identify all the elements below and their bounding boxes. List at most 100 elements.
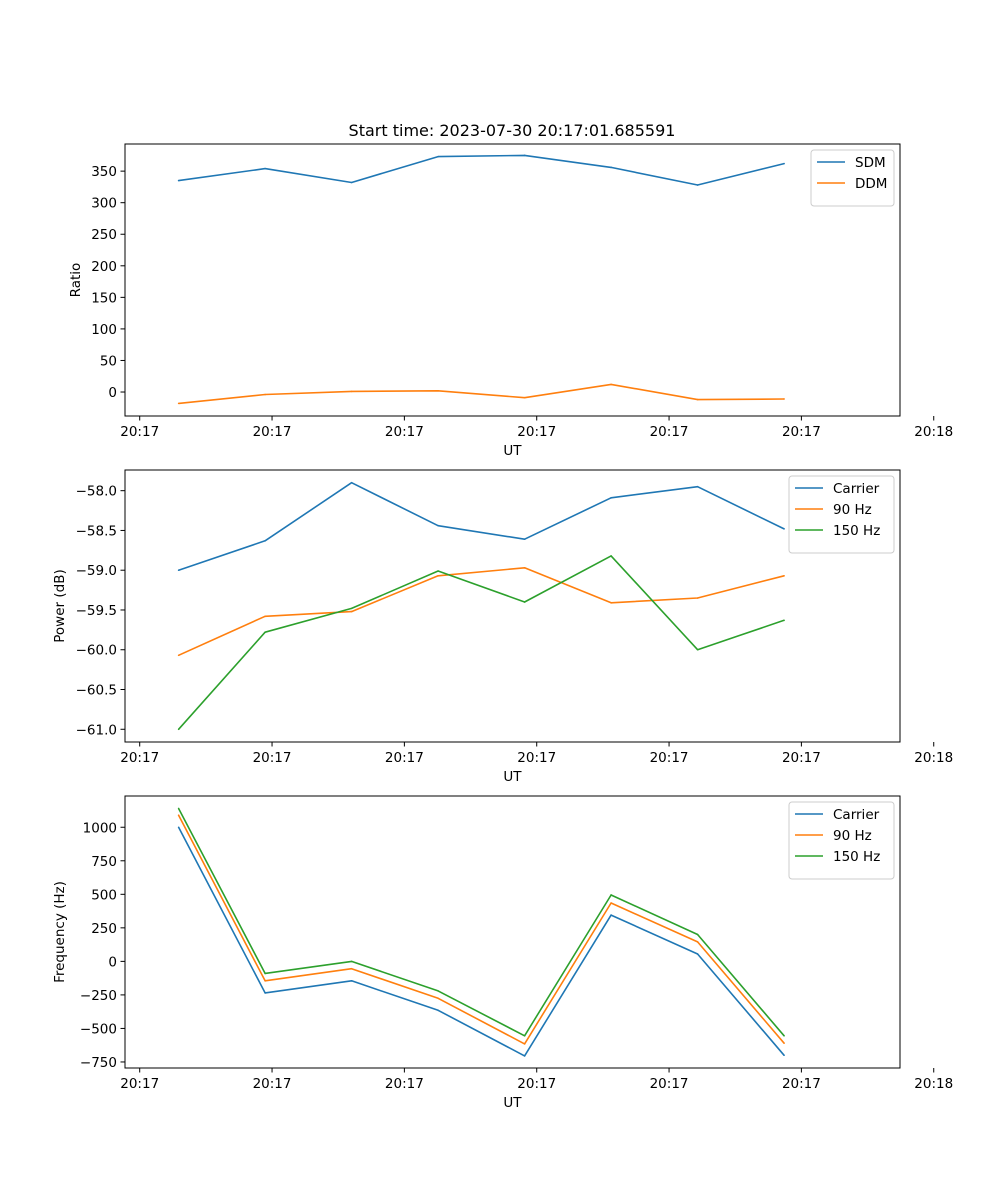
y-tick-label: 150 xyxy=(91,290,117,306)
data-point-ddm xyxy=(350,390,353,393)
data-point-carrier xyxy=(783,528,785,530)
y-tick-label: 100 xyxy=(91,322,117,338)
x-tick-label: 20:17 xyxy=(385,750,424,766)
data-point-ddm xyxy=(610,383,612,386)
legend-label: Carrier xyxy=(833,481,880,497)
data-point-150-hz xyxy=(783,1035,785,1037)
data-point-ddm xyxy=(696,398,699,401)
data-point-sdm xyxy=(437,155,439,158)
x-tick-label: 20:17 xyxy=(782,1076,821,1092)
y-tick-label: 500 xyxy=(91,887,117,903)
data-point-sdm xyxy=(783,162,785,165)
data-point-150-hz xyxy=(610,894,612,896)
data-point-150-hz xyxy=(696,933,699,936)
data-point-150-hz xyxy=(523,601,526,603)
x-tick-label: 20:18 xyxy=(914,1076,953,1092)
data-point-sdm xyxy=(264,167,266,170)
data-point-sdm xyxy=(177,179,180,182)
y-tick-label: −58.5 xyxy=(76,523,117,539)
x-tick-label: 20:18 xyxy=(914,424,953,440)
series-line-carrier xyxy=(178,481,785,571)
data-point-90-hz xyxy=(177,814,180,816)
x-tick-label: 20:17 xyxy=(782,424,821,440)
panels: 20:17 20:17 20:17 20:17 20:17 20:17 20:18 0 50 10… xyxy=(52,143,953,1111)
data-point-carrier xyxy=(610,497,612,499)
y-tick-label: −60.0 xyxy=(76,643,117,659)
data-point-150-hz xyxy=(610,555,612,557)
axes-frame xyxy=(124,795,901,1069)
x-axis-label: UT xyxy=(503,769,522,785)
x-tick-label: 20:17 xyxy=(120,424,159,440)
chart-panel-3: 20:17 20:17 20:17 20:17 20:17 20:17 20:18 −750 −… xyxy=(52,795,953,1111)
y-tick-label: 50 xyxy=(100,353,117,369)
data-point-150-hz xyxy=(437,990,439,992)
y-tick-label: 750 xyxy=(91,854,117,870)
y-axis-label: Power (dB) xyxy=(52,569,68,642)
data-point-carrier xyxy=(610,914,612,916)
legend: Carrier 90 Hz 150 Hz xyxy=(788,475,895,554)
data-point-ddm xyxy=(437,389,439,392)
y-tick-label: 0 xyxy=(108,954,117,970)
y-tick-label: −750 xyxy=(80,1055,117,1071)
legend-label: SDM xyxy=(855,155,886,171)
data-point-150-hz xyxy=(350,607,353,610)
x-tick-label: 20:17 xyxy=(650,1076,689,1092)
legend: SDM DDM xyxy=(810,149,895,207)
data-point-90-hz xyxy=(177,654,180,657)
y-tick-label: −500 xyxy=(80,1021,117,1037)
data-point-carrier xyxy=(523,538,526,540)
data-point-90-hz xyxy=(437,997,439,1000)
y-tick-label: −58.0 xyxy=(76,484,117,500)
legend-box xyxy=(788,801,895,880)
data-point-sdm xyxy=(696,184,699,186)
data-point-90-hz xyxy=(350,610,353,613)
data-point-90-hz xyxy=(610,902,612,904)
y-tick-label: −60.5 xyxy=(76,683,117,699)
data-point-150-hz xyxy=(264,972,266,975)
legend-box xyxy=(788,475,895,554)
legend-label: DDM xyxy=(855,176,887,192)
data-point-150-hz xyxy=(264,631,266,634)
x-axis-label: UT xyxy=(503,1095,522,1111)
data-point-90-hz xyxy=(523,1043,526,1045)
data-point-carrier xyxy=(177,826,180,829)
series-line-ddm xyxy=(178,383,785,405)
data-point-150-hz xyxy=(177,807,180,810)
data-point-carrier xyxy=(437,524,439,527)
data-point-carrier xyxy=(783,1054,785,1057)
data-point-carrier xyxy=(350,481,353,484)
x-tick-label: 20:17 xyxy=(517,1076,556,1092)
data-point-carrier xyxy=(350,980,353,982)
chart-panel-2: 20:17 20:17 20:17 20:17 20:17 20:17 20:18 −61.0… xyxy=(52,469,953,785)
y-tick-label: −61.0 xyxy=(76,722,117,738)
data-point-sdm xyxy=(350,181,353,184)
chart-panel-1: 20:17 20:17 20:17 20:17 20:17 20:17 20:18 0 50 10… xyxy=(68,143,953,459)
data-point-carrier xyxy=(177,569,180,572)
data-point-90-hz xyxy=(783,1042,785,1044)
x-tick-label: 20:17 xyxy=(253,1076,292,1092)
data-point-90-hz xyxy=(696,941,699,943)
data-point-ddm xyxy=(177,402,180,405)
data-point-150-hz xyxy=(523,1035,526,1037)
data-point-carrier xyxy=(437,1009,439,1012)
data-point-carrier xyxy=(696,485,699,488)
legend-label: 90 Hz xyxy=(833,828,872,844)
x-tick-label: 20:17 xyxy=(782,750,821,766)
x-tick-label: 20:17 xyxy=(517,750,556,766)
x-axis-label: UT xyxy=(503,443,522,459)
y-tick-label: 0 xyxy=(108,385,117,401)
y-tick-label: 350 xyxy=(91,164,117,180)
y-tick-label: 250 xyxy=(91,921,117,937)
legend-label: 150 Hz xyxy=(833,523,880,539)
data-point-90-hz xyxy=(264,615,266,618)
data-point-90-hz xyxy=(696,597,699,599)
series-line-90-hz xyxy=(178,566,785,657)
x-tick-label: 20:17 xyxy=(385,1076,424,1092)
legend-label: 150 Hz xyxy=(833,849,880,865)
x-tick-label: 20:17 xyxy=(517,424,556,440)
data-point-150-hz xyxy=(696,648,699,651)
data-point-carrier xyxy=(523,1055,526,1057)
x-tick-label: 20:17 xyxy=(120,750,159,766)
data-point-150-hz xyxy=(437,570,439,572)
